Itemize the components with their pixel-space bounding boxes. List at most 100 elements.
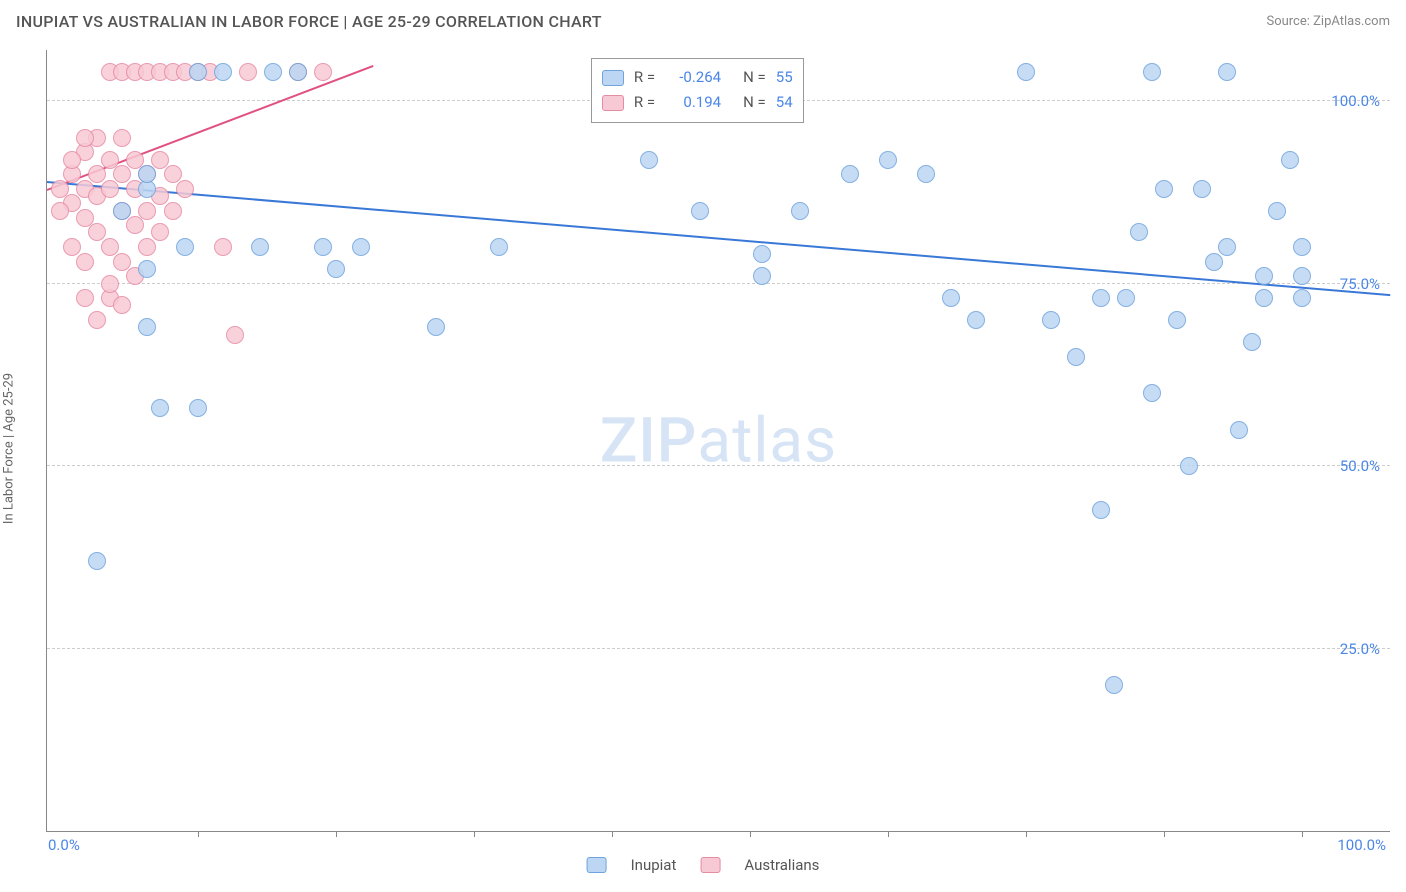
stats-n-label: N = xyxy=(743,65,766,91)
scatter-point-inupiat xyxy=(151,399,169,417)
scatter-point-australians xyxy=(226,326,244,344)
scatter-point-australians xyxy=(176,180,194,198)
scatter-point-inupiat xyxy=(942,289,960,307)
scatter-point-inupiat xyxy=(1155,180,1173,198)
scatter-point-australians xyxy=(51,202,69,220)
legend-swatch-australians xyxy=(700,857,720,873)
scatter-point-australians xyxy=(63,238,81,256)
scatter-point-inupiat xyxy=(1193,180,1211,198)
scatter-point-inupiat xyxy=(214,63,232,81)
scatter-point-inupiat xyxy=(138,318,156,336)
scatter-point-australians xyxy=(314,63,332,81)
scatter-point-inupiat xyxy=(753,267,771,285)
scatter-point-australians xyxy=(101,180,119,198)
stats-n-value: 55 xyxy=(776,65,793,91)
scatter-point-australians xyxy=(138,202,156,220)
scatter-point-inupiat xyxy=(1105,676,1123,694)
x-tick xyxy=(612,831,613,837)
watermark-atlas: atlas xyxy=(697,404,837,477)
bottom-legend: Inupiat Australians xyxy=(587,856,820,874)
scatter-point-inupiat xyxy=(841,165,859,183)
chart-title: INUPIAT VS AUSTRALIAN IN LABOR FORCE | A… xyxy=(16,12,602,31)
stats-n-value: 54 xyxy=(776,90,793,116)
legend-label-australians: Australians xyxy=(744,856,819,874)
scatter-point-australians xyxy=(76,129,94,147)
stats-row: R = -0.264 N = 55 xyxy=(602,65,793,91)
y-tick-label: 50.0% xyxy=(1340,457,1380,475)
scatter-point-inupiat xyxy=(1143,384,1161,402)
scatter-point-inupiat xyxy=(189,399,207,417)
scatter-point-inupiat xyxy=(791,202,809,220)
scatter-point-inupiat xyxy=(1180,457,1198,475)
scatter-point-inupiat xyxy=(1281,151,1299,169)
scatter-point-inupiat xyxy=(88,552,106,570)
scatter-point-inupiat xyxy=(1130,223,1148,241)
scatter-point-australians xyxy=(76,253,94,271)
scatter-point-australians xyxy=(88,311,106,329)
x-tick xyxy=(336,831,337,837)
scatter-point-inupiat xyxy=(1218,238,1236,256)
scatter-point-inupiat xyxy=(1230,421,1248,439)
scatter-point-inupiat xyxy=(1293,238,1311,256)
x-axis-end-label: 100.0% xyxy=(1337,836,1386,854)
stats-legend: R = -0.264 N = 55 R = 0.194 N = 54 xyxy=(591,58,804,123)
x-tick xyxy=(750,831,751,837)
scatter-point-inupiat xyxy=(1017,63,1035,81)
scatter-point-inupiat xyxy=(1293,267,1311,285)
scatter-point-inupiat xyxy=(251,238,269,256)
x-tick xyxy=(198,831,199,837)
scatter-point-inupiat xyxy=(1168,311,1186,329)
x-tick xyxy=(1164,831,1165,837)
scatter-point-australians xyxy=(126,216,144,234)
scatter-point-inupiat xyxy=(314,238,332,256)
stats-swatch xyxy=(602,95,624,111)
scatter-point-inupiat xyxy=(917,165,935,183)
stats-n-label: N = xyxy=(743,90,766,116)
scatter-point-inupiat xyxy=(1117,289,1135,307)
scatter-point-inupiat xyxy=(1143,63,1161,81)
scatter-point-inupiat xyxy=(691,202,709,220)
scatter-point-inupiat xyxy=(427,318,445,336)
stats-r-label: R = xyxy=(634,90,655,116)
stats-r-value: -0.264 xyxy=(665,65,721,91)
scatter-point-inupiat xyxy=(1092,501,1110,519)
stats-r-label: R = xyxy=(634,65,655,91)
scatter-point-australians xyxy=(63,151,81,169)
scatter-point-inupiat xyxy=(176,238,194,256)
stats-row: R = 0.194 N = 54 xyxy=(602,90,793,116)
source-value: ZipAtlas.com xyxy=(1313,14,1390,29)
scatter-point-inupiat xyxy=(967,311,985,329)
scatter-point-australians xyxy=(214,238,232,256)
gridline xyxy=(47,648,1390,649)
scatter-point-inupiat xyxy=(289,63,307,81)
watermark: ZIPatlas xyxy=(600,404,837,477)
legend-swatch-inupiat xyxy=(587,857,607,873)
x-tick xyxy=(1302,831,1303,837)
scatter-point-inupiat xyxy=(640,151,658,169)
scatter-point-inupiat xyxy=(138,260,156,278)
y-tick-label: 25.0% xyxy=(1340,640,1380,658)
scatter-point-australians xyxy=(138,238,156,256)
x-tick xyxy=(1026,831,1027,837)
scatter-point-australians xyxy=(113,296,131,314)
stats-r-value: 0.194 xyxy=(665,90,721,116)
scatter-point-australians xyxy=(101,275,119,293)
scatter-point-inupiat xyxy=(264,63,282,81)
scatter-point-australians xyxy=(151,223,169,241)
scatter-point-inupiat xyxy=(189,63,207,81)
scatter-point-inupiat xyxy=(1255,267,1273,285)
scatter-point-inupiat xyxy=(1243,333,1261,351)
scatter-point-inupiat xyxy=(753,245,771,263)
scatter-point-inupiat xyxy=(1268,202,1286,220)
scatter-point-australians xyxy=(239,63,257,81)
x-tick xyxy=(888,831,889,837)
scatter-point-inupiat xyxy=(1042,311,1060,329)
chart-header: INUPIAT VS AUSTRALIAN IN LABOR FORCE | A… xyxy=(0,0,1406,39)
scatter-point-australians xyxy=(113,129,131,147)
regression-line-inupiat xyxy=(47,181,1390,296)
scatter-point-inupiat xyxy=(1218,63,1236,81)
gridline xyxy=(47,283,1390,284)
x-axis-start-label: 0.0% xyxy=(48,836,80,854)
scatter-point-australians xyxy=(101,238,119,256)
x-tick xyxy=(474,831,475,837)
